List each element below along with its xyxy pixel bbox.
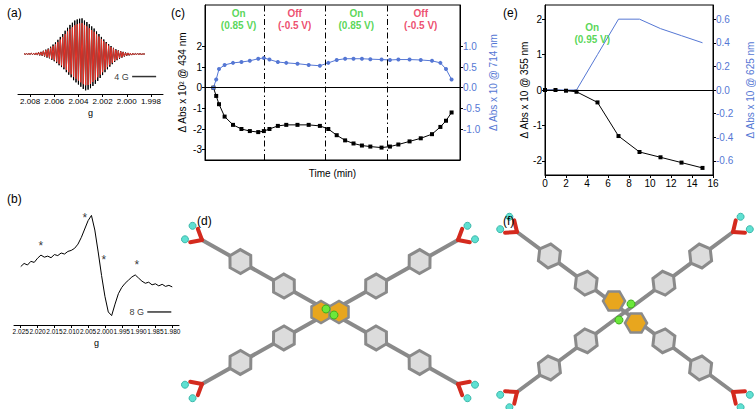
svg-text:On: On	[232, 8, 246, 19]
svg-text:-0.2: -0.2	[716, 108, 734, 119]
svg-text:(c): (c)	[171, 6, 185, 20]
svg-text:2.002: 2.002	[93, 97, 114, 106]
svg-text:0: 0	[536, 85, 542, 96]
svg-text:Off: Off	[414, 8, 429, 19]
svg-text:1: 1	[196, 62, 202, 73]
svg-text:1.990: 1.990	[130, 328, 147, 335]
svg-text:1.0: 1.0	[463, 41, 477, 52]
svg-text:2: 2	[196, 41, 202, 52]
svg-text:4: 4	[584, 178, 590, 189]
svg-text:-2: -2	[193, 124, 202, 135]
svg-text:(a): (a)	[7, 6, 22, 20]
svg-text:1.995: 1.995	[114, 328, 131, 335]
svg-text:0.4: 0.4	[716, 37, 730, 48]
svg-text:Δ Abs x 10² @ 434 nm: Δ Abs x 10² @ 434 nm	[177, 32, 188, 132]
svg-text:-2: -2	[533, 155, 542, 166]
svg-text:0: 0	[196, 82, 202, 93]
svg-text:*: *	[82, 211, 87, 225]
svg-text:2: 2	[563, 178, 569, 189]
svg-text:0.0: 0.0	[716, 85, 730, 96]
svg-text:*: *	[39, 239, 44, 253]
svg-text:*: *	[102, 253, 107, 267]
svg-text:2.006: 2.006	[44, 97, 65, 106]
svg-text:-0.4: -0.4	[716, 132, 734, 143]
svg-text:2.000: 2.000	[97, 328, 114, 335]
svg-text:g: g	[94, 338, 99, 348]
svg-text:(b): (b)	[7, 192, 22, 206]
svg-text:-1: -1	[533, 120, 542, 131]
svg-text:8 G: 8 G	[129, 307, 144, 317]
svg-text:16: 16	[707, 178, 719, 189]
svg-text:0: 0	[542, 178, 548, 189]
svg-text:-1.0: -1.0	[463, 124, 481, 135]
svg-text:12: 12	[665, 178, 677, 189]
svg-text:(f): (f)	[503, 214, 514, 228]
svg-text:0.6: 0.6	[716, 14, 730, 25]
svg-text:2.025: 2.025	[13, 328, 30, 335]
svg-text:4 G: 4 G	[114, 72, 129, 82]
svg-text:8: 8	[626, 178, 632, 189]
svg-text:(-0.5 V): (-0.5 V)	[404, 20, 437, 31]
svg-text:1.980: 1.980	[164, 328, 181, 335]
svg-text:Δ Abs x 10 @ 714 nm: Δ Abs x 10 @ 714 nm	[488, 34, 499, 131]
svg-text:2.015: 2.015	[46, 328, 63, 335]
svg-text:14: 14	[686, 178, 698, 189]
svg-text:Δ Abs x 10 @ 625 nm: Δ Abs x 10 @ 625 nm	[745, 42, 756, 139]
svg-text:Off: Off	[287, 8, 302, 19]
svg-text:(0.85 V): (0.85 V)	[339, 20, 375, 31]
svg-text:1.998: 1.998	[141, 97, 162, 106]
svg-text:-0.6: -0.6	[716, 155, 734, 166]
svg-text:On: On	[585, 22, 599, 33]
svg-text:10: 10	[644, 178, 656, 189]
svg-text:(e): (e)	[503, 6, 518, 20]
svg-text:(0.95 V): (0.95 V)	[574, 34, 610, 45]
svg-text:2.020: 2.020	[29, 328, 46, 335]
svg-text:6: 6	[605, 178, 611, 189]
svg-text:(-0.5 V): (-0.5 V)	[278, 20, 311, 31]
svg-text:(d): (d)	[197, 214, 212, 228]
svg-text:g: g	[88, 108, 93, 118]
svg-text:1: 1	[536, 49, 542, 60]
svg-text:2.005: 2.005	[80, 328, 97, 335]
svg-text:2.008: 2.008	[20, 97, 41, 106]
svg-text:-3: -3	[193, 144, 202, 155]
svg-text:0.0: 0.0	[463, 82, 477, 93]
svg-text:0.5: 0.5	[463, 62, 477, 73]
svg-text:2.000: 2.000	[117, 97, 138, 106]
svg-text:-0.5: -0.5	[463, 103, 481, 114]
svg-text:-1: -1	[193, 103, 202, 114]
svg-text:Δ Abs x 10 @ 355 nm: Δ Abs x 10 @ 355 nm	[519, 42, 530, 139]
svg-text:*: *	[135, 258, 140, 272]
svg-text:(0.85 V): (0.85 V)	[221, 20, 257, 31]
svg-text:On: On	[349, 8, 363, 19]
svg-text:0.2: 0.2	[716, 61, 730, 72]
svg-text:Time (min): Time (min)	[309, 168, 356, 179]
svg-text:1.985: 1.985	[147, 328, 164, 335]
svg-text:2.004: 2.004	[68, 97, 89, 106]
svg-text:2: 2	[536, 14, 542, 25]
svg-text:2.010: 2.010	[63, 328, 80, 335]
